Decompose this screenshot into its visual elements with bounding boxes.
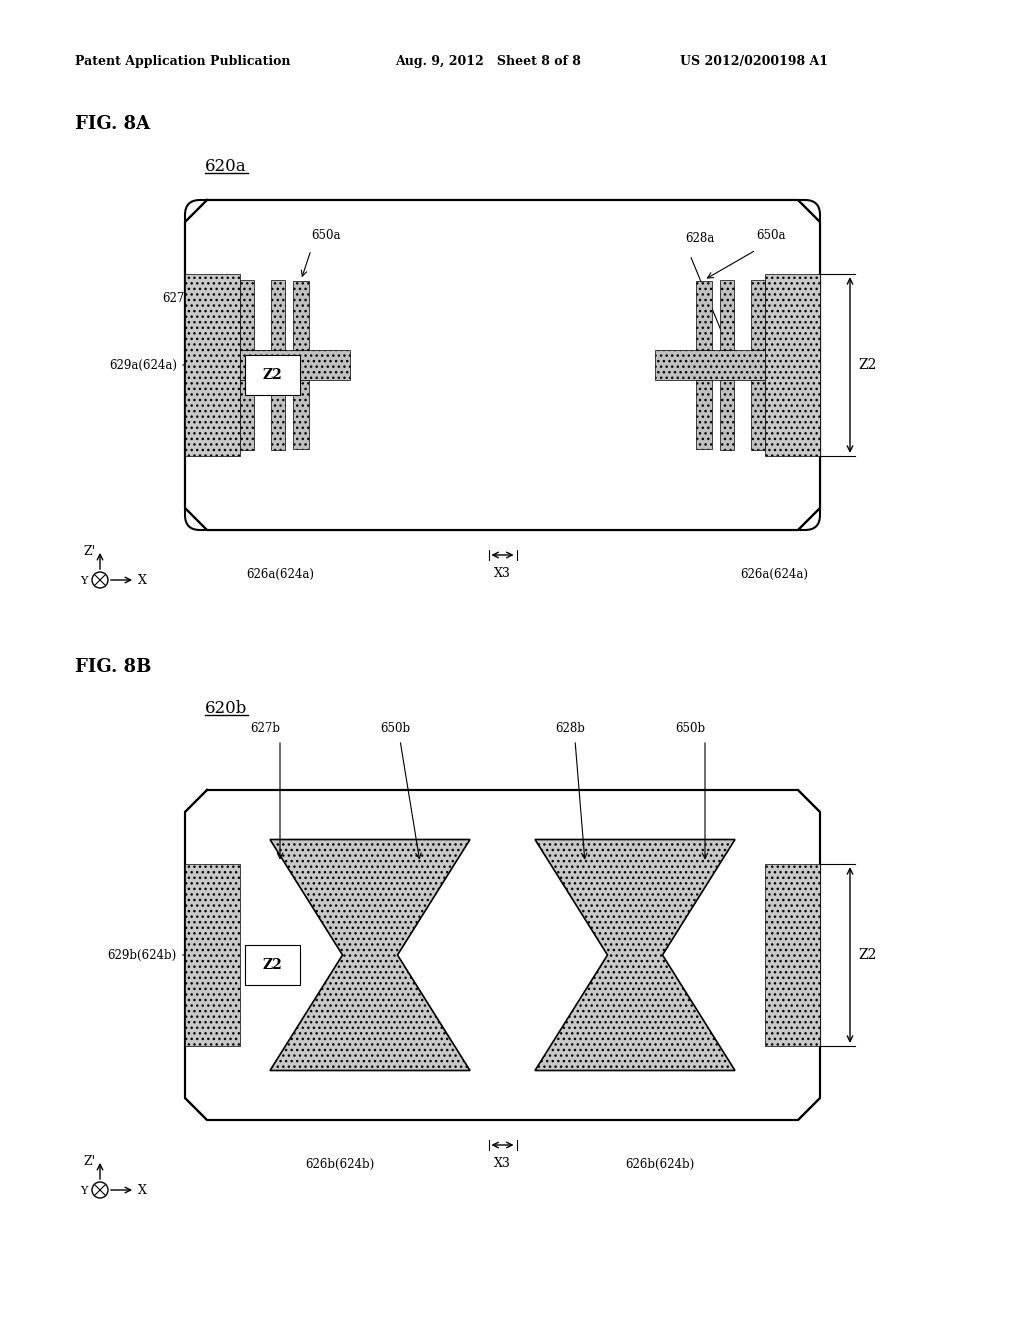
Text: 650a: 650a <box>311 228 341 242</box>
Bar <box>185 865 240 1045</box>
Text: X3: X3 <box>494 1158 511 1170</box>
Text: 620a: 620a <box>205 158 247 176</box>
Bar <box>655 350 765 380</box>
Text: Z': Z' <box>84 1155 96 1168</box>
Text: 629b(624b): 629b(624b) <box>108 949 177 961</box>
Polygon shape <box>185 201 820 531</box>
Bar <box>293 281 309 350</box>
FancyBboxPatch shape <box>185 201 820 531</box>
Bar <box>185 275 240 455</box>
Bar <box>245 355 300 395</box>
Text: Patent Application Publication: Patent Application Publication <box>75 55 291 69</box>
Text: 628b: 628b <box>555 722 585 735</box>
Text: US 2012/0200198 A1: US 2012/0200198 A1 <box>680 55 828 69</box>
Text: 650a: 650a <box>756 228 785 242</box>
Text: Z2: Z2 <box>858 948 877 962</box>
Text: X: X <box>138 1184 146 1196</box>
Text: 626b(624b): 626b(624b) <box>305 1158 375 1171</box>
PathPatch shape <box>270 840 470 1071</box>
Bar <box>245 945 300 985</box>
Polygon shape <box>185 789 820 1119</box>
Text: 650b: 650b <box>380 722 411 735</box>
Text: X3: X3 <box>494 568 511 579</box>
Text: 626b(624b): 626b(624b) <box>625 1158 694 1171</box>
Text: 620b: 620b <box>205 700 248 717</box>
Bar <box>751 280 765 350</box>
Text: 626a(624a): 626a(624a) <box>246 568 314 581</box>
Bar <box>765 865 820 1045</box>
Text: Z2: Z2 <box>858 358 877 372</box>
Text: 627a: 627a <box>163 292 193 305</box>
Polygon shape <box>185 201 820 531</box>
Bar <box>696 281 712 350</box>
Text: Z2: Z2 <box>262 958 282 972</box>
Bar <box>271 280 285 350</box>
Bar <box>240 201 765 531</box>
Text: X: X <box>138 573 146 586</box>
Text: 627b: 627b <box>250 722 280 735</box>
Bar <box>240 380 254 450</box>
Bar <box>240 350 350 380</box>
PathPatch shape <box>535 840 735 1071</box>
Text: Z2: Z2 <box>262 368 282 381</box>
Bar <box>240 280 254 350</box>
Text: 650b: 650b <box>675 722 706 735</box>
Text: Z': Z' <box>84 545 96 558</box>
Text: Aug. 9, 2012   Sheet 8 of 8: Aug. 9, 2012 Sheet 8 of 8 <box>395 55 581 69</box>
Text: 628a: 628a <box>685 232 715 246</box>
Text: 626a(624a): 626a(624a) <box>740 568 808 581</box>
Bar <box>720 280 734 350</box>
Text: Y: Y <box>81 1185 88 1196</box>
Text: FIG. 8A: FIG. 8A <box>75 115 151 133</box>
Bar <box>293 380 309 449</box>
Bar <box>240 350 285 380</box>
Text: FIG. 8B: FIG. 8B <box>75 657 152 676</box>
Text: 629a(624a): 629a(624a) <box>109 359 177 371</box>
Bar <box>696 380 712 449</box>
Bar <box>271 380 285 450</box>
Text: Y: Y <box>81 576 88 586</box>
Bar <box>751 380 765 450</box>
Polygon shape <box>185 789 820 1119</box>
Bar <box>765 275 820 455</box>
Bar <box>720 380 734 450</box>
